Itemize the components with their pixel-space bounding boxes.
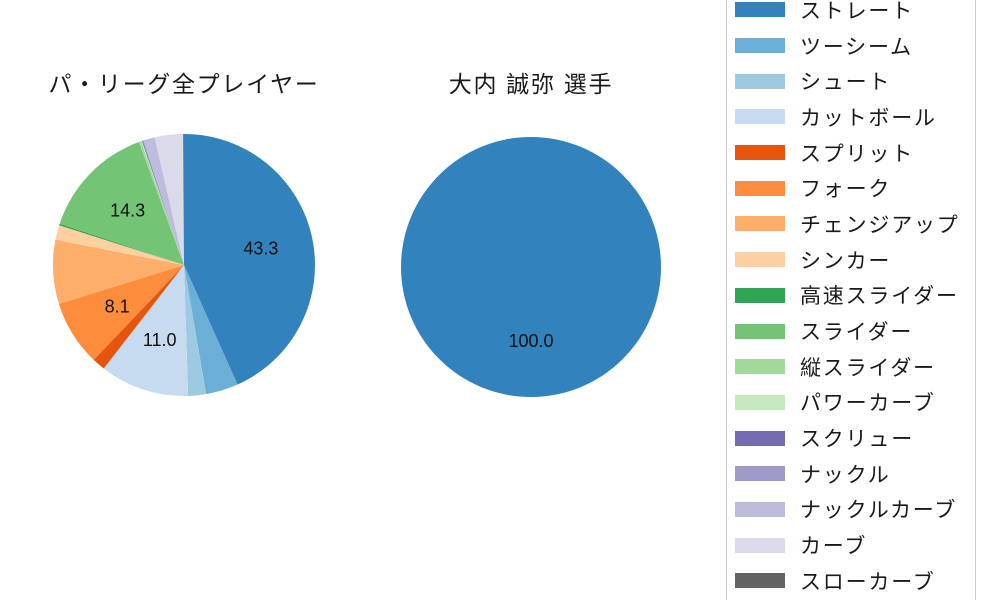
legend-label: フォーク	[800, 178, 892, 202]
legend-label: スクリュー	[800, 428, 914, 452]
pie-slice	[184, 265, 207, 396]
legend-label: スプリット	[800, 142, 914, 166]
pie-slice	[53, 239, 185, 304]
legend-label: ナックルカーブ	[800, 499, 958, 523]
legend-item: チェンジアップ	[727, 206, 975, 242]
legend-color-swatch	[735, 145, 785, 161]
legend-color-swatch	[735, 430, 785, 446]
legend-color-swatch	[735, 252, 785, 268]
legend-label: スライダー	[800, 321, 914, 345]
pie-slice	[141, 140, 184, 265]
pie-percent-label: 100.0	[508, 331, 553, 351]
pie-percent-label: 43.3	[243, 239, 278, 259]
legend-item: ツーシーム	[727, 28, 975, 64]
legend-color-swatch	[735, 573, 785, 589]
legend-color-swatch	[735, 109, 785, 125]
legend-label: シュート	[800, 71, 892, 95]
legend-item: スライダー	[727, 313, 975, 349]
legend-label: ストレート	[800, 0, 914, 23]
legend-color-swatch	[735, 323, 785, 339]
legend-label: 縦スライダー	[800, 356, 936, 380]
pie-slice	[138, 141, 184, 265]
legend-item: シュート	[727, 63, 975, 99]
pie-slice	[59, 223, 184, 265]
pie-slice	[59, 142, 184, 265]
legend-color-swatch	[735, 216, 785, 232]
player-pie-chart: 100.0	[401, 137, 661, 397]
legend-item: 縦スライダー	[727, 349, 975, 385]
legend-item: 高速スライダー	[727, 278, 975, 314]
legend-item: スローカーブ	[727, 563, 975, 599]
chart-title-league: パ・リーグ全プレイヤー	[48, 71, 320, 97]
legend-label: スローカーブ	[800, 570, 936, 594]
pie-slice	[184, 134, 315, 385]
legend-label: チェンジアップ	[800, 213, 960, 237]
legend-label: カーブ	[800, 535, 868, 559]
pie-percent-label: 8.1	[105, 297, 130, 317]
legend-label: シンカー	[800, 249, 892, 273]
legend-color-swatch	[735, 180, 785, 196]
legend-color-swatch	[735, 537, 785, 553]
legend-color-swatch	[735, 287, 785, 303]
pie-slice	[55, 225, 185, 265]
legend-label: ナックル	[800, 463, 891, 487]
pie-slice	[143, 137, 184, 265]
legend-panel: ストレートツーシームシュートカットボール スプリットフォークチェンジアップ シンカー…	[726, 0, 976, 600]
legend-color-swatch	[735, 359, 785, 375]
pie-slice	[154, 134, 184, 265]
pie-percent-label: 11.0	[143, 330, 177, 350]
legend-item: ナックルカーブ	[727, 492, 975, 528]
league-pie-chart: 43.3 11.0 8.1 14.3	[53, 133, 315, 397]
pie-slice	[141, 140, 184, 265]
legend-item: パワーカーブ	[727, 385, 975, 421]
legend-item: スプリット	[727, 135, 975, 171]
pie-slice	[142, 140, 184, 265]
legend-color-swatch	[735, 2, 785, 18]
legend-label: ツーシーム	[800, 35, 913, 59]
legend-color-swatch	[735, 394, 785, 410]
legend-item: カーブ	[727, 527, 975, 563]
pie-slice	[401, 137, 661, 397]
legend-item: ストレート	[727, 0, 975, 28]
legend-color-swatch	[735, 501, 785, 517]
legend-item: フォーク	[727, 170, 975, 206]
legend-label: 高速スライダー	[800, 285, 959, 309]
pie-slice	[103, 265, 189, 397]
legend-item: カットボール	[727, 99, 975, 135]
legend-label: パワーカーブ	[800, 392, 936, 416]
legend-color-swatch	[735, 466, 785, 482]
chart-title-player: 大内 誠弥 選手	[448, 71, 614, 97]
legend-item: スクリュー	[727, 420, 975, 456]
pie-percent-label: 14.3	[110, 200, 145, 220]
pie-slice	[183, 133, 184, 265]
legend-label: カットボール	[800, 106, 937, 130]
legend-color-swatch	[735, 38, 785, 54]
legend-item: ナックル	[727, 456, 975, 492]
pie-slice	[58, 265, 184, 360]
pie-slice	[184, 265, 238, 395]
legend-color-swatch	[735, 73, 785, 89]
legend-item: シンカー	[727, 242, 975, 278]
pie-slice	[93, 265, 184, 369]
